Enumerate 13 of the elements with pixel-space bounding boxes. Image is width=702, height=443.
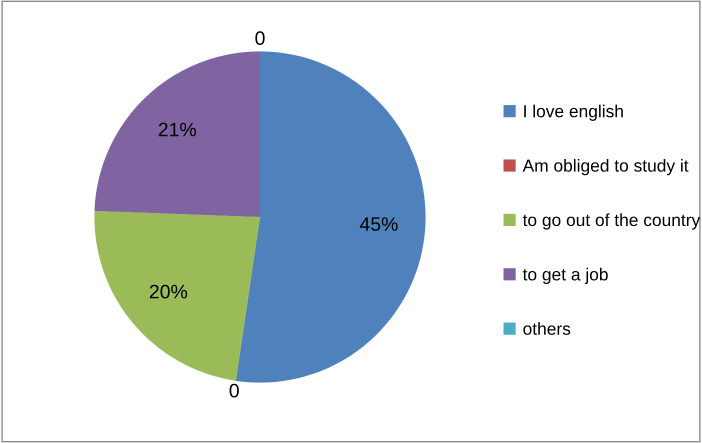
pie-slice (94, 210, 260, 381)
data-label: 20% (150, 284, 188, 298)
legend-label: to get a job (522, 268, 608, 284)
legend-label: I love english (524, 104, 623, 121)
legend-label: Am obliged to study it (522, 159, 688, 176)
legend-label: others (523, 322, 570, 335)
pie-slice (236, 51, 426, 383)
legend-label: to go out of the country (522, 213, 700, 230)
text: 0 (255, 31, 265, 46)
text: 0 (230, 384, 239, 398)
pie-slice (94, 51, 260, 217)
data-label: 45% (360, 217, 398, 231)
data-label: 21% (158, 122, 196, 136)
